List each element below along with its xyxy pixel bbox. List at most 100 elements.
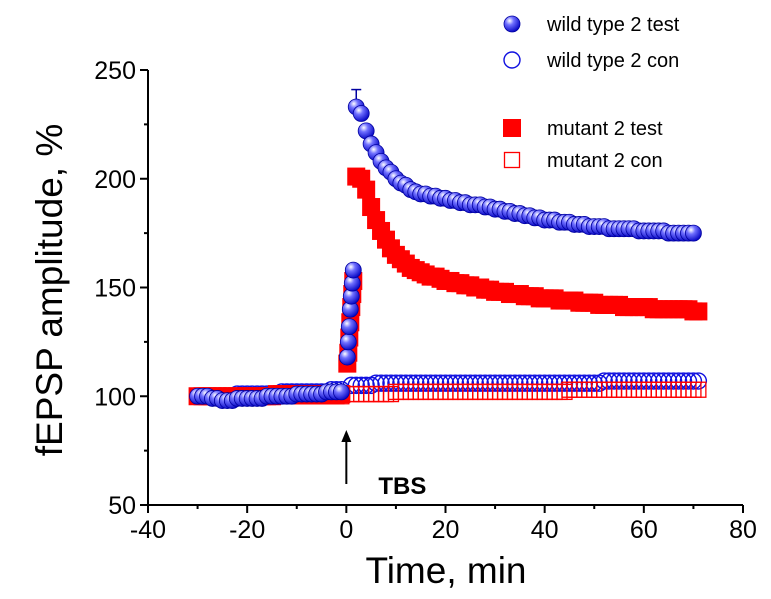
data-point bbox=[540, 374, 559, 392]
y-tick-label: 250 bbox=[94, 57, 136, 85]
data-point bbox=[605, 381, 623, 398]
legend-item: wild type 2 con bbox=[503, 50, 679, 72]
data-point bbox=[446, 374, 465, 392]
legend: wild type 2 test wild type 2 con mutant 2 … bbox=[503, 14, 680, 172]
data-point bbox=[412, 374, 430, 392]
data-point bbox=[685, 224, 702, 242]
x-axis-title: Time, min bbox=[365, 550, 526, 591]
data-point bbox=[426, 374, 445, 392]
data-point bbox=[357, 376, 375, 395]
legend-label: wild type 2 con bbox=[546, 50, 679, 72]
data-point bbox=[640, 372, 658, 390]
x-tick-label: 40 bbox=[531, 516, 559, 544]
data-point bbox=[441, 374, 460, 392]
data-point bbox=[431, 374, 450, 392]
data-point bbox=[675, 381, 692, 398]
legend-item: wild type 2 test bbox=[503, 14, 680, 36]
data-point bbox=[353, 385, 370, 403]
data-point bbox=[466, 374, 484, 392]
x-tick-label: 80 bbox=[729, 516, 757, 544]
data-point bbox=[332, 383, 350, 401]
data-point bbox=[595, 372, 613, 390]
data-point bbox=[506, 374, 524, 392]
data-point bbox=[481, 374, 499, 392]
data-point bbox=[679, 372, 698, 390]
data-point bbox=[625, 372, 643, 390]
data-point bbox=[684, 372, 703, 390]
data-point bbox=[685, 381, 702, 398]
data-point bbox=[535, 374, 554, 392]
legend-label: mutant 2 test bbox=[547, 118, 663, 140]
data-point bbox=[491, 374, 509, 392]
legend-label: wild type 2 test bbox=[546, 14, 680, 36]
data-point bbox=[660, 381, 677, 398]
x-tick-label: 60 bbox=[630, 516, 658, 544]
data-point bbox=[620, 372, 638, 390]
data-point bbox=[615, 372, 633, 390]
data-point bbox=[352, 105, 370, 122]
tbs-label: TBS bbox=[378, 473, 426, 500]
legend-label: mutant 2 con bbox=[547, 150, 663, 172]
legend-item: mutant 2 test bbox=[503, 118, 663, 140]
data-point bbox=[664, 372, 683, 390]
y-axis-title: fEPSP amplitude, % bbox=[29, 124, 70, 457]
data-point bbox=[338, 348, 356, 366]
data-point bbox=[605, 372, 623, 390]
data-point bbox=[620, 381, 638, 398]
data-point bbox=[610, 372, 628, 390]
data-point bbox=[674, 372, 693, 390]
x-tick-label: 20 bbox=[432, 516, 460, 544]
tbs-arrow-head bbox=[341, 430, 352, 442]
data-point bbox=[357, 180, 376, 199]
plot-area bbox=[188, 88, 708, 410]
data-point bbox=[615, 381, 633, 398]
data-point bbox=[625, 381, 643, 398]
data-point bbox=[650, 381, 667, 398]
legend-marker bbox=[503, 15, 521, 33]
data-point bbox=[496, 374, 514, 392]
data-point bbox=[640, 381, 657, 398]
data-point bbox=[402, 374, 420, 392]
x-tick-label: -20 bbox=[229, 516, 265, 544]
data-point bbox=[511, 374, 529, 392]
x-tick-label: -40 bbox=[130, 516, 166, 544]
data-point bbox=[451, 374, 470, 392]
data-point bbox=[436, 374, 455, 392]
data-point bbox=[486, 374, 504, 392]
data-point bbox=[416, 374, 435, 392]
data-point bbox=[407, 374, 425, 392]
y-tick-label: 50 bbox=[108, 492, 136, 520]
data-point bbox=[635, 372, 653, 390]
data-point bbox=[689, 372, 708, 390]
y-tick-label: 100 bbox=[94, 383, 136, 411]
legend-item: mutant 2 con bbox=[503, 150, 663, 172]
data-point bbox=[645, 381, 662, 398]
data-point bbox=[610, 381, 628, 398]
data-point bbox=[665, 381, 682, 398]
data-point bbox=[392, 374, 410, 392]
data-point bbox=[690, 381, 707, 398]
data-point bbox=[476, 374, 494, 392]
data-point bbox=[635, 381, 652, 398]
data-point bbox=[352, 376, 370, 395]
data-point bbox=[630, 372, 648, 390]
data-point bbox=[387, 374, 405, 392]
data-point bbox=[339, 333, 357, 351]
data-point bbox=[372, 374, 390, 392]
data-point bbox=[501, 374, 519, 392]
data-point bbox=[521, 374, 539, 392]
data-point bbox=[654, 372, 673, 390]
data-point bbox=[340, 318, 358, 336]
data-point bbox=[397, 374, 415, 392]
data-point bbox=[382, 374, 400, 392]
y-tick-label: 150 bbox=[94, 275, 136, 303]
data-point bbox=[471, 374, 489, 392]
data-point bbox=[645, 372, 663, 390]
tbs-annotation: TBS bbox=[341, 430, 426, 500]
axes: -40 -20 0 20 40 60 80 50 100 150 200 250 bbox=[94, 57, 757, 544]
data-point bbox=[516, 374, 534, 392]
data-point bbox=[600, 372, 618, 390]
data-point bbox=[650, 372, 668, 390]
data-point bbox=[680, 381, 697, 398]
